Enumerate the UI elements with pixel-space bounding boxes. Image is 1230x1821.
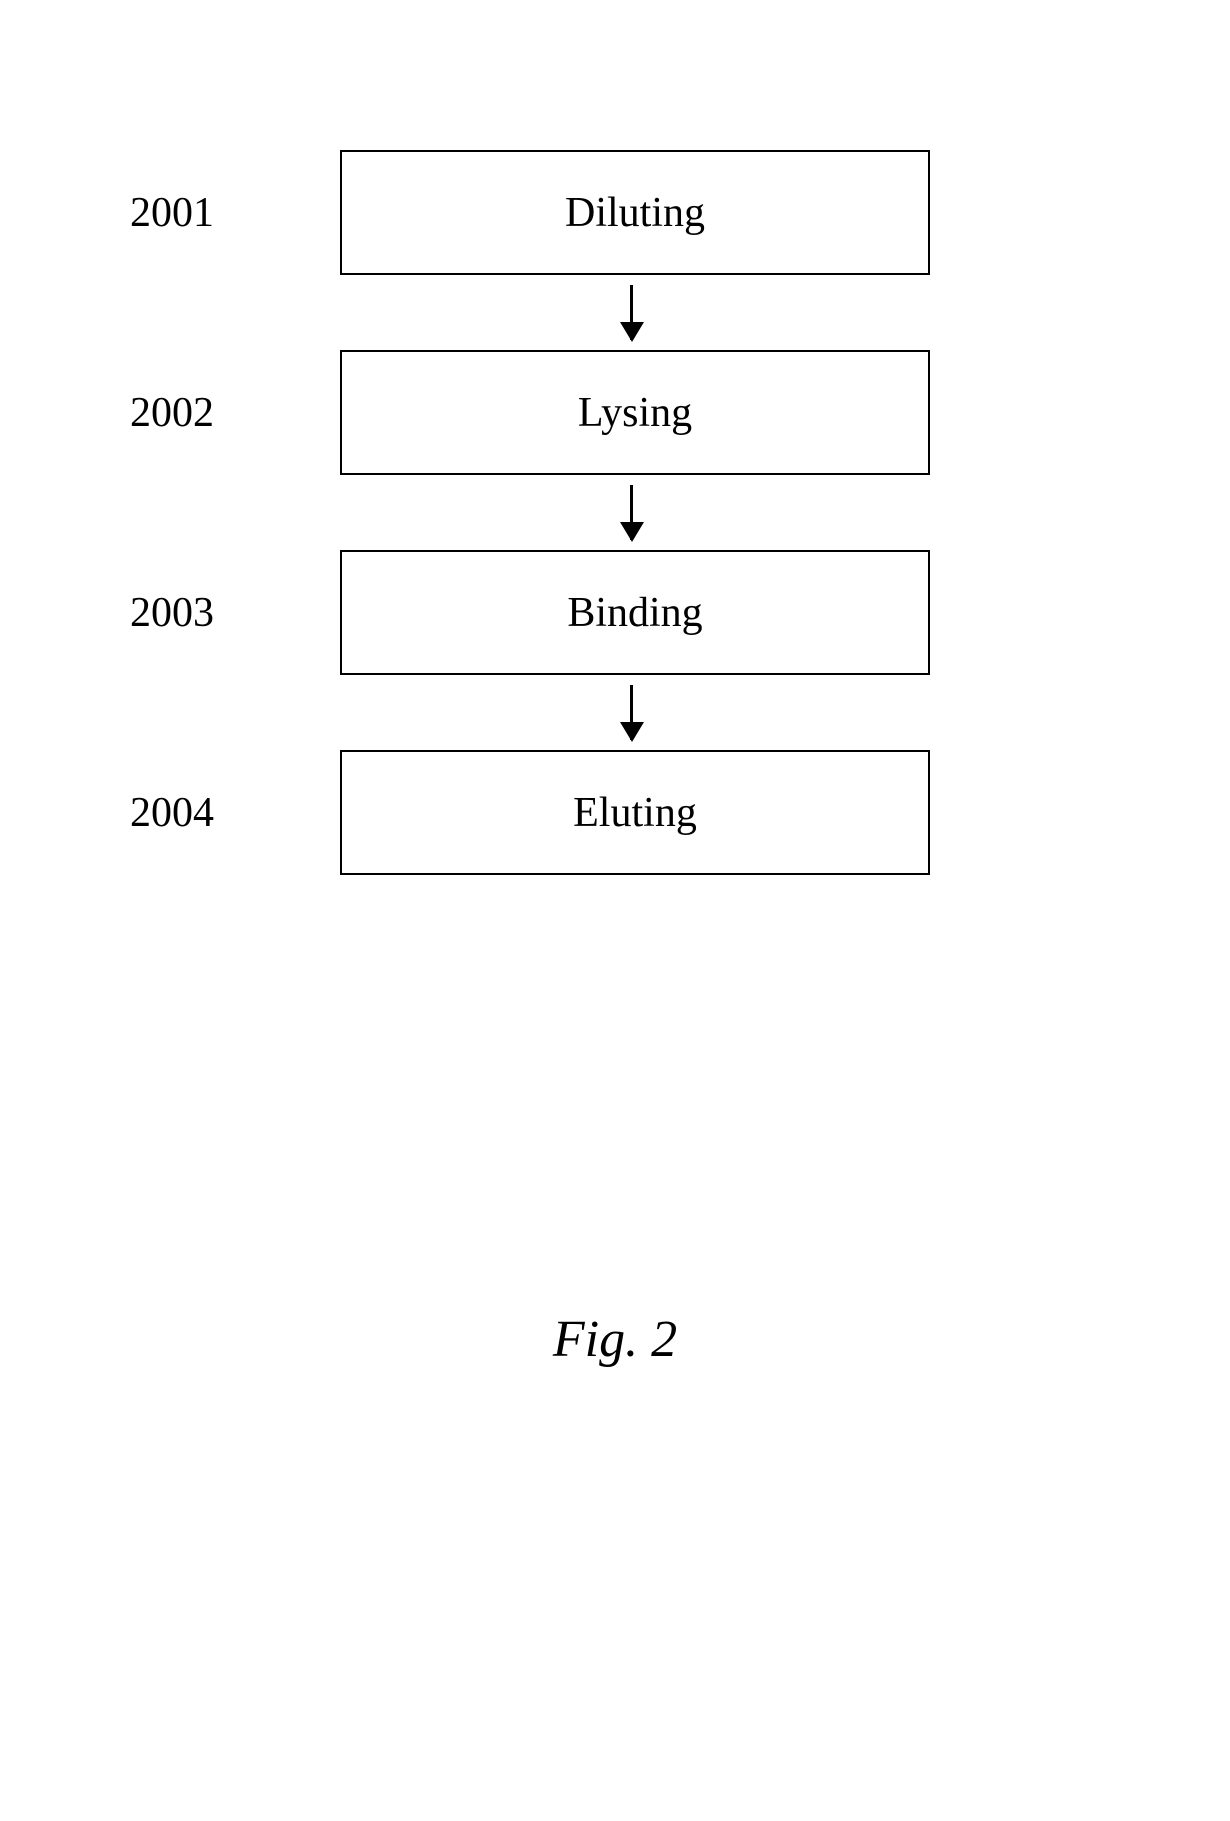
arrow-container	[0, 275, 1230, 350]
step-box-binding: Binding	[340, 550, 930, 675]
down-arrow-icon	[630, 285, 633, 340]
down-arrow-icon	[630, 485, 633, 540]
flowchart-step-row: 2002 Lysing	[0, 350, 1230, 475]
step-id-label: 2003	[0, 589, 340, 637]
step-id-label: 2004	[0, 789, 340, 837]
flowchart-container: 2001 Diluting 2002 Lysing 2003 Binding 2…	[0, 150, 1230, 875]
step-id-label: 2001	[0, 189, 340, 237]
arrow-container	[0, 475, 1230, 550]
flowchart-step-row: 2004 Eluting	[0, 750, 1230, 875]
step-box-lysing: Lysing	[340, 350, 930, 475]
step-id-label: 2002	[0, 389, 340, 437]
flowchart-step-row: 2003 Binding	[0, 550, 1230, 675]
step-box-diluting: Diluting	[340, 150, 930, 275]
down-arrow-icon	[630, 685, 633, 740]
step-box-eluting: Eluting	[340, 750, 930, 875]
figure-caption: Fig. 2	[0, 1310, 1230, 1369]
arrow-container	[0, 675, 1230, 750]
flowchart-step-row: 2001 Diluting	[0, 150, 1230, 275]
